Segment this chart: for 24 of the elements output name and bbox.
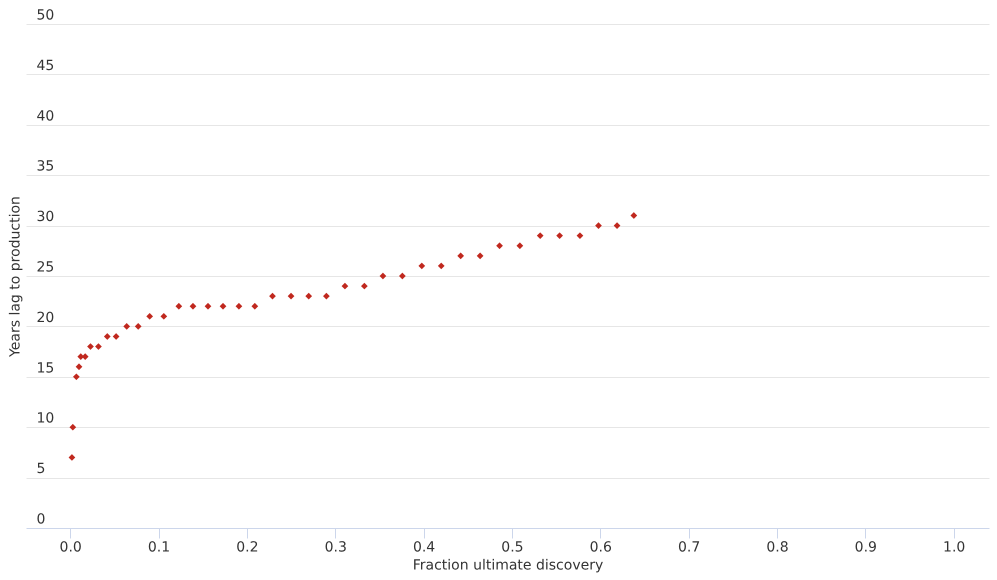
x-tick-label: 0.2	[236, 540, 259, 556]
x-tick-label: 0.6	[590, 540, 612, 556]
y-tick-label: 30	[36, 209, 54, 226]
x-tick-label: 0.4	[412, 540, 436, 556]
x-tick-label: 1.0	[943, 540, 966, 556]
y-tick-label: 10	[36, 410, 54, 427]
y-tick-label: 45	[36, 58, 54, 74]
y-tick-label: 25	[36, 260, 54, 276]
x-tick-label: 0.0	[60, 540, 82, 556]
y-axis-title: Years lag to production	[8, 196, 24, 358]
x-tick-label: 0.7	[678, 540, 700, 556]
x-tick-label: 0.1	[148, 540, 170, 556]
y-tick-label: 0	[36, 512, 46, 528]
x-tick-label: 0.3	[324, 540, 347, 556]
y-tick-label: 15	[36, 360, 54, 376]
y-tick-label: 20	[36, 310, 54, 326]
x-tick-label: 0.5	[501, 540, 524, 556]
y-tick-label: 35	[36, 158, 54, 175]
y-tick-label: 5	[36, 461, 46, 478]
y-tick-label: 40	[36, 108, 54, 124]
x-axis-title: Fraction ultimate discovery	[412, 558, 604, 574]
y-tick-label: 50	[36, 8, 54, 24]
x-tick-label: 0.9	[854, 540, 877, 556]
x-tick-label: 0.8	[766, 540, 789, 556]
